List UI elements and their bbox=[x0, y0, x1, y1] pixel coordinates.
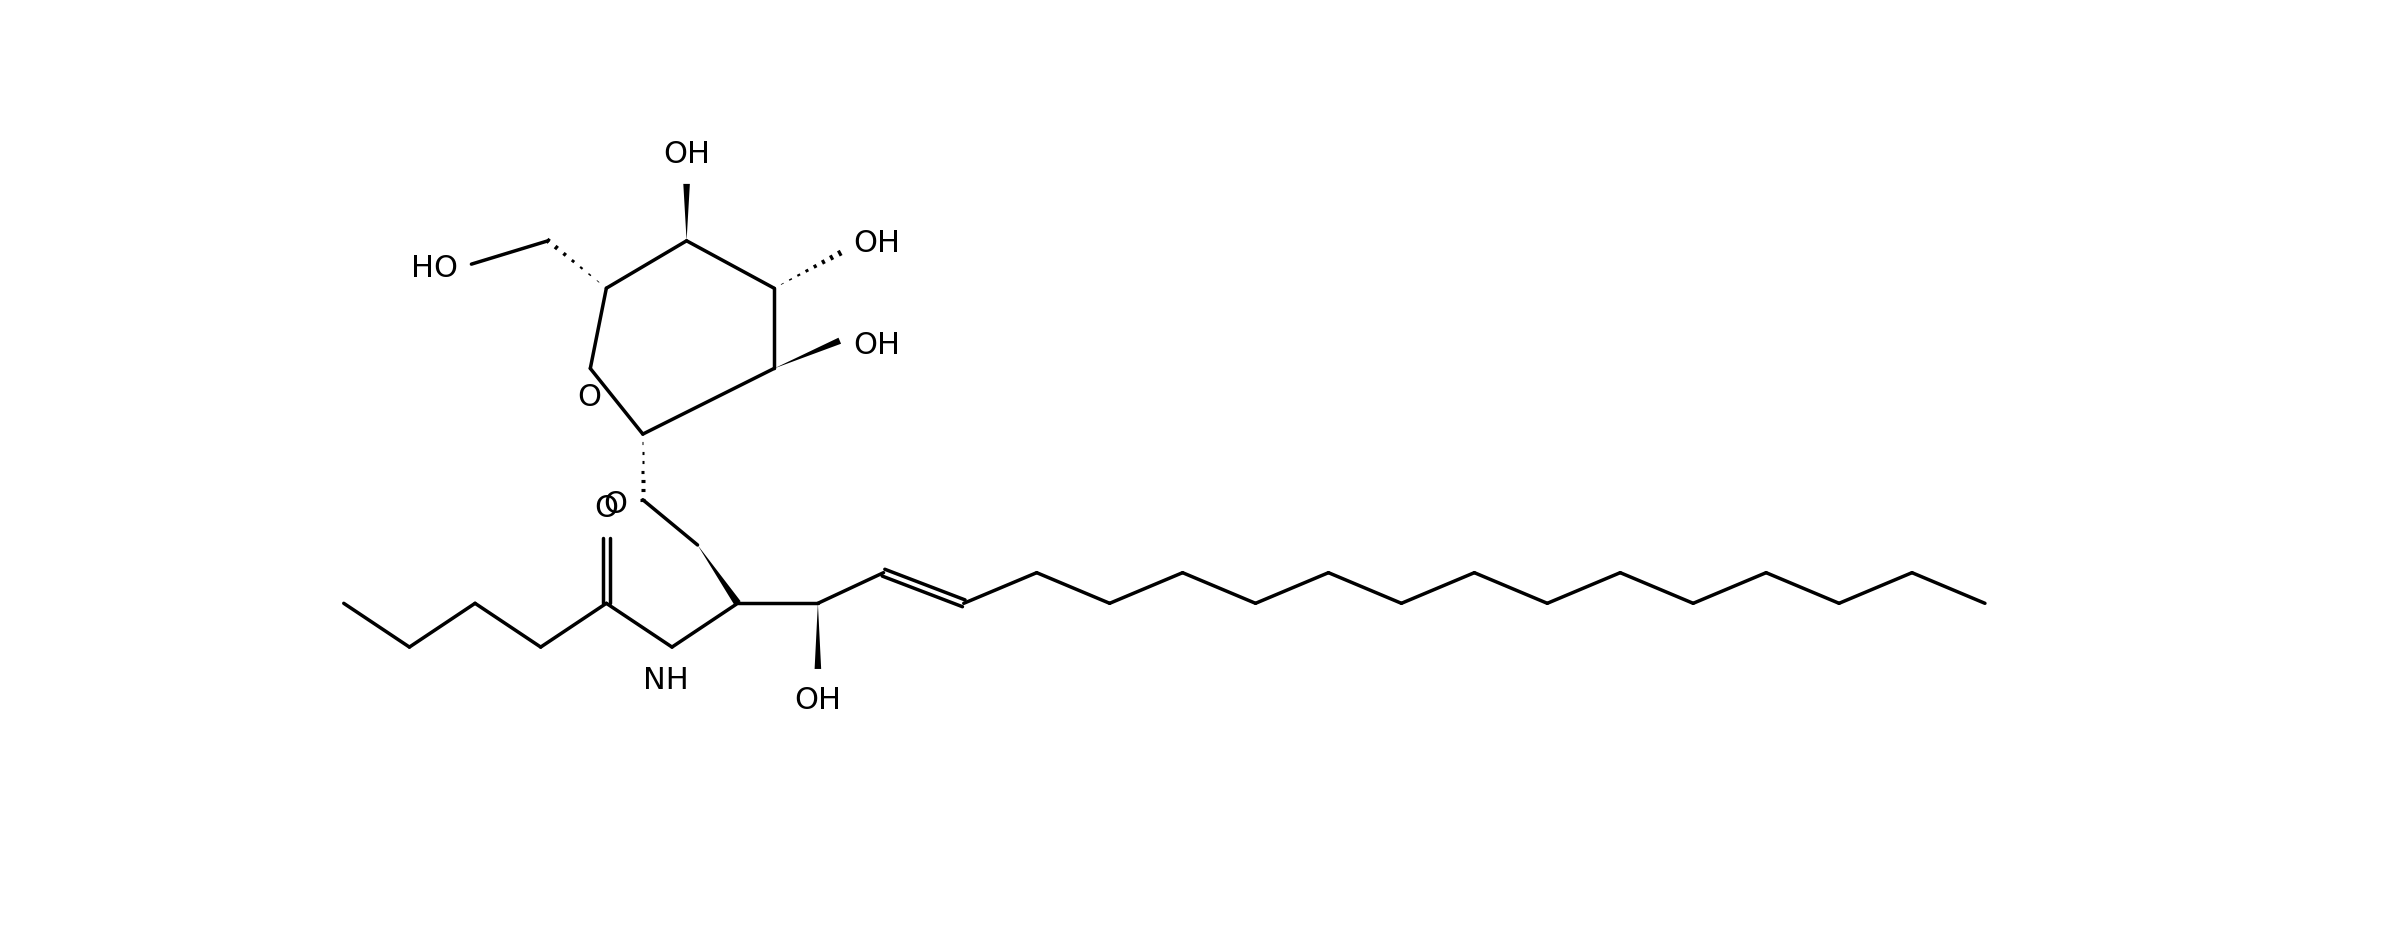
Text: OH: OH bbox=[794, 685, 842, 714]
Text: NH: NH bbox=[643, 666, 689, 694]
Text: OH: OH bbox=[662, 140, 710, 169]
Polygon shape bbox=[775, 338, 840, 369]
Text: HO: HO bbox=[410, 254, 458, 283]
Polygon shape bbox=[698, 545, 742, 605]
Polygon shape bbox=[814, 603, 821, 669]
Polygon shape bbox=[684, 184, 689, 242]
Text: O: O bbox=[576, 382, 600, 412]
Text: OH: OH bbox=[852, 228, 900, 258]
Text: OH: OH bbox=[852, 331, 900, 360]
Text: O: O bbox=[602, 489, 626, 518]
Text: O: O bbox=[595, 493, 619, 522]
